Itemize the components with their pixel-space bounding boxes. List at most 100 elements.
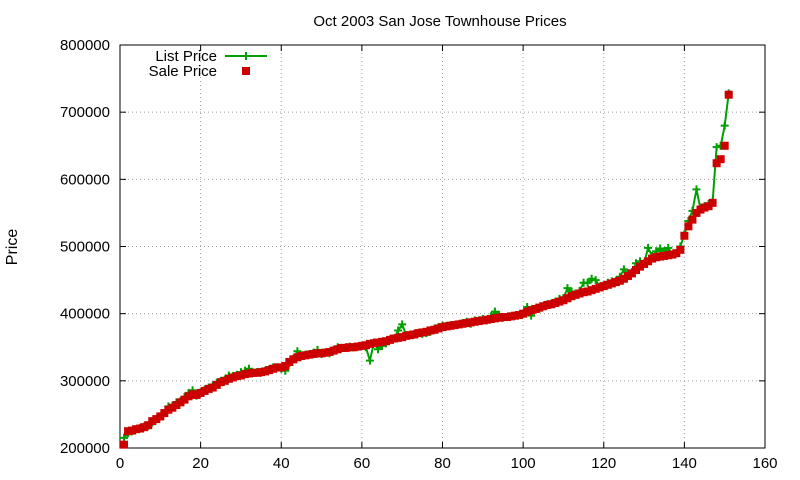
sale-price-point xyxy=(124,427,133,436)
sale-price-point xyxy=(204,384,213,393)
sale-price-point xyxy=(547,300,556,309)
sale-price-point xyxy=(442,322,451,331)
axis-ticks: 0 20 40 60 80 100 120 140 160 200000 300000 400000 5… xyxy=(60,37,778,472)
chart-title: Oct 2003 San Jose Townhouse Prices xyxy=(313,13,566,30)
list-price-point xyxy=(398,320,407,329)
sale-price-point xyxy=(724,90,733,99)
sale-price-point xyxy=(422,327,431,336)
sale-price-point xyxy=(216,378,225,387)
y-tick-label: 600000 xyxy=(60,171,110,188)
sale-price-point xyxy=(329,346,338,355)
y-tick-label: 400000 xyxy=(60,306,110,323)
sale-price-point xyxy=(470,317,479,326)
sale-price-point xyxy=(317,349,326,358)
sale-price-point xyxy=(644,257,653,266)
sale-price-point xyxy=(587,286,596,295)
sale-price-point xyxy=(462,319,471,328)
list-price-point xyxy=(563,284,572,293)
sale-price-point xyxy=(313,349,322,358)
x-tick-label: 80 xyxy=(434,455,451,472)
x-tick-label: 40 xyxy=(273,455,290,472)
sale-price-point xyxy=(325,347,334,356)
list-price-point xyxy=(619,265,628,274)
sale-price-point xyxy=(527,306,536,315)
legend-marker-list-price xyxy=(242,52,250,60)
sale-price-point xyxy=(595,283,604,292)
list-price-point xyxy=(490,307,499,316)
sale-price-point xyxy=(430,325,439,334)
sale-price-point xyxy=(567,292,576,301)
x-tick-label: 20 xyxy=(192,455,209,472)
sale-price-point xyxy=(136,424,145,433)
list-price-point xyxy=(644,243,653,252)
sale-price-point xyxy=(148,417,157,426)
sale-price-point xyxy=(575,289,584,298)
sale-price-point xyxy=(503,313,511,322)
sale-price-point xyxy=(277,363,286,372)
sale-price-point xyxy=(394,333,403,342)
sale-price-point xyxy=(176,398,185,407)
sale-price-point xyxy=(144,421,153,430)
sale-price-point xyxy=(712,159,721,168)
list-price-point xyxy=(591,276,600,285)
sale-price-point xyxy=(212,380,221,389)
sale-price-point xyxy=(676,245,685,254)
sale-price-point xyxy=(619,274,628,283)
sale-price-point xyxy=(720,141,729,150)
sale-price-point xyxy=(253,368,262,377)
sale-price-point xyxy=(458,319,467,328)
sale-price-point xyxy=(184,392,193,401)
y-tick-label: 200000 xyxy=(60,440,110,457)
sale-price-point xyxy=(305,350,314,359)
sale-price-point xyxy=(414,329,423,338)
sale-price-point xyxy=(603,280,612,289)
sale-price-point xyxy=(688,215,697,224)
sale-price-point xyxy=(398,333,407,342)
sale-price-point xyxy=(289,355,298,364)
sale-price-point xyxy=(196,388,205,397)
sale-price-point xyxy=(543,300,552,309)
sale-price-point xyxy=(591,284,600,293)
sale-price-point xyxy=(261,367,270,376)
sale-price-point xyxy=(337,343,346,352)
sale-price-point xyxy=(531,304,540,313)
sale-price-point xyxy=(353,342,362,351)
sale-price-point xyxy=(559,296,568,305)
sale-price-point xyxy=(551,298,560,307)
sale-price-point xyxy=(418,328,427,337)
sale-price-point xyxy=(652,253,661,262)
sale-price-point xyxy=(454,320,463,329)
x-tick-label: 100 xyxy=(511,455,536,472)
list-price-point xyxy=(712,143,721,152)
sale-price-point xyxy=(374,338,382,347)
sale-price-point xyxy=(571,290,580,299)
sale-price-point xyxy=(297,351,306,360)
x-tick-label: 160 xyxy=(752,455,777,472)
sale-price-point xyxy=(515,311,524,320)
x-tick-label: 120 xyxy=(591,455,616,472)
sale-price-point xyxy=(623,272,632,281)
sale-price-point xyxy=(160,409,169,418)
sale-price-point xyxy=(273,363,282,372)
sale-price-point xyxy=(232,372,241,381)
sale-price-point xyxy=(285,358,294,367)
legend-label-sale-price: Sale Price xyxy=(149,63,217,80)
sale-price-point xyxy=(132,425,141,434)
sale-price-point xyxy=(164,405,173,414)
sale-price-point xyxy=(704,202,713,211)
sale-price-point xyxy=(245,369,253,378)
sale-price-point xyxy=(257,368,266,377)
sale-price-point xyxy=(156,412,165,421)
sale-price-point xyxy=(333,345,342,354)
sale-price-point xyxy=(382,337,391,346)
list-price-point xyxy=(120,433,129,442)
sale-price-point xyxy=(656,252,665,261)
sale-price-point xyxy=(200,386,209,395)
sale-price-point xyxy=(478,316,487,325)
sale-price-point xyxy=(583,287,592,296)
sale-price-point xyxy=(265,366,274,375)
list-price-point xyxy=(374,345,382,354)
sale-price-point xyxy=(708,198,717,207)
sale-price-point xyxy=(220,376,229,385)
sale-price-point xyxy=(180,395,189,404)
